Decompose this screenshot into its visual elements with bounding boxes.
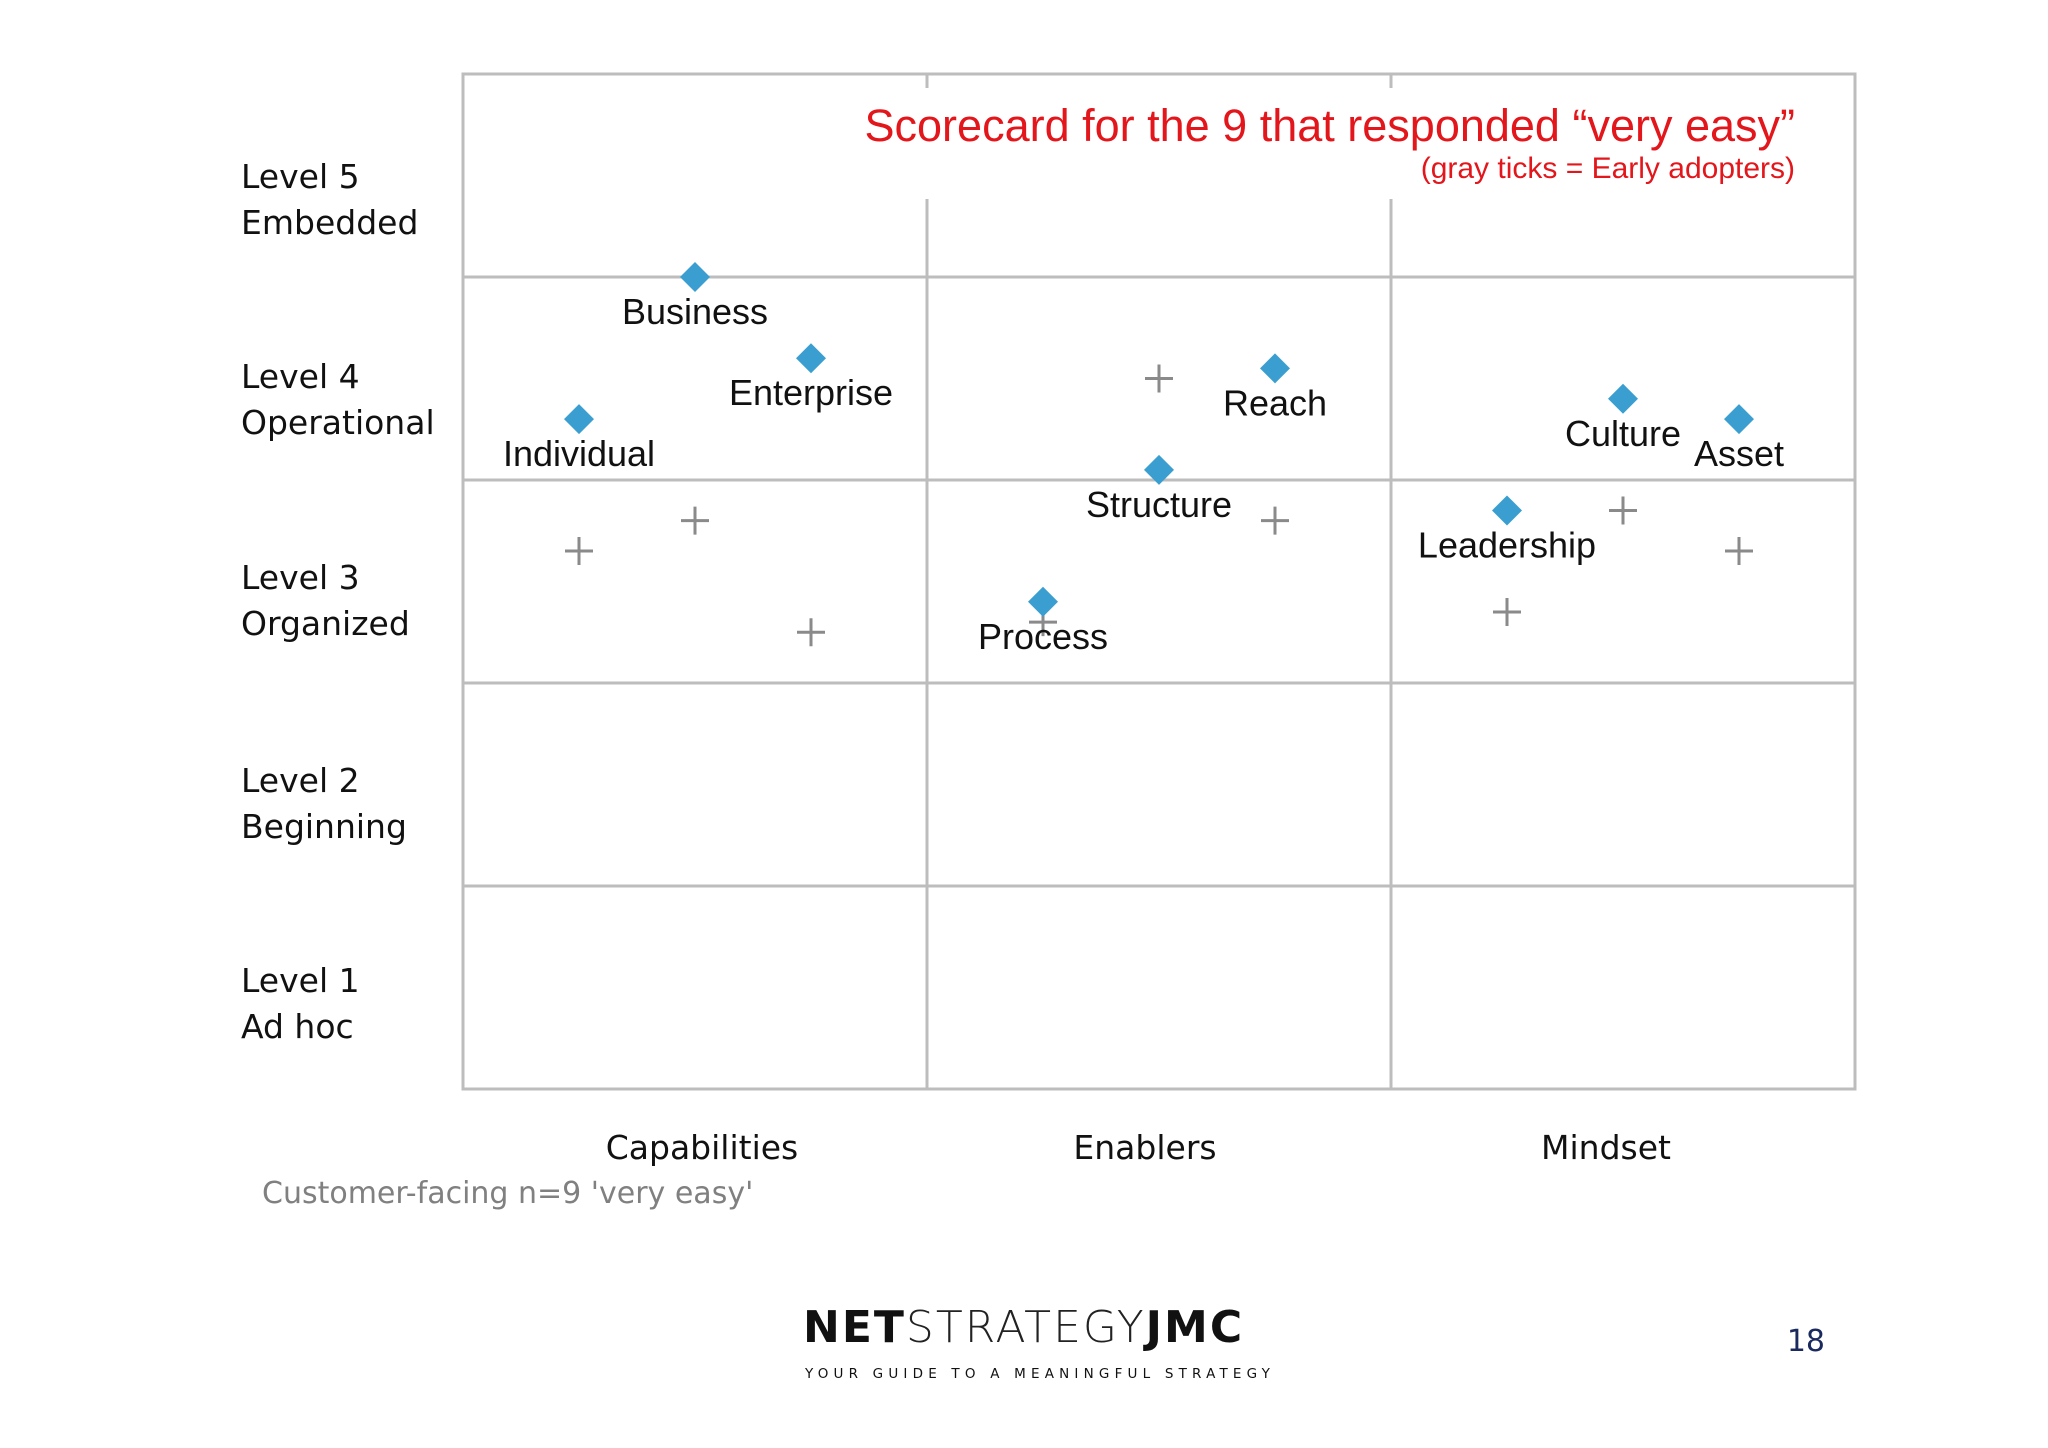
logo-tagline: YOUR GUIDE TO A MEANINGFUL STRATEGY bbox=[805, 1366, 1276, 1382]
scorecard-point bbox=[1144, 454, 1174, 485]
level-5-number: Level 5 bbox=[241, 157, 360, 196]
plot-frame bbox=[461, 72, 1857, 1091]
early-adopter-tick bbox=[681, 506, 709, 535]
category-label-enablers: Enablers bbox=[1073, 1128, 1217, 1167]
logo-part-jmc: JMC bbox=[1145, 1302, 1245, 1353]
scorecard-point-label: Enterprise bbox=[729, 372, 893, 413]
scorecard-point-label: Structure bbox=[1086, 484, 1232, 525]
logo-part-strategy: STRATEGY bbox=[905, 1302, 1146, 1353]
early-adopter-tick bbox=[1609, 496, 1637, 525]
early-adopter-tick bbox=[565, 537, 593, 566]
level-4-number: Level 4 bbox=[241, 357, 360, 396]
scorecard-point-label: Culture bbox=[1565, 413, 1681, 454]
level-3-name: Organized bbox=[241, 604, 410, 643]
level-5-label: Level 5 Embedded bbox=[241, 154, 418, 246]
scorecard-point-label: Process bbox=[978, 616, 1108, 657]
level-2-label: Level 2 Beginning bbox=[241, 758, 407, 850]
scorecard-point-label: Business bbox=[622, 291, 768, 332]
scorecard-point bbox=[1260, 353, 1290, 384]
level-4-label: Level 4 Operational bbox=[241, 354, 435, 446]
logo-part-net: NET bbox=[803, 1302, 906, 1353]
scorecard-point bbox=[796, 343, 826, 374]
scorecard-point-label: Reach bbox=[1223, 382, 1327, 423]
sample-footnote: Customer-facing n=9 'very easy' bbox=[262, 1176, 754, 1211]
level-5-name: Embedded bbox=[241, 203, 419, 242]
scorecard-point bbox=[680, 262, 710, 292]
scorecard-point-label: Leadership bbox=[1418, 524, 1596, 565]
scorecard-point-label: Asset bbox=[1694, 433, 1784, 474]
level-1-label: Level 1 Ad hoc bbox=[241, 958, 360, 1050]
scorecard-point-label: Individual bbox=[503, 433, 655, 474]
level-3-label: Level 3 Organized bbox=[241, 555, 410, 647]
early-adopter-tick bbox=[797, 618, 825, 647]
company-logo: NETSTRATEGYJMC bbox=[803, 1302, 1244, 1353]
page-number: 18 bbox=[1786, 1324, 1825, 1359]
level-2-number: Level 2 bbox=[241, 761, 360, 800]
scorecard-point bbox=[1028, 586, 1058, 617]
scorecard-point bbox=[564, 404, 594, 435]
early-adopter-tick bbox=[1493, 597, 1521, 626]
level-4-name: Operational bbox=[241, 403, 435, 442]
chart-subtitle: (gray ticks = Early adopters) bbox=[1420, 152, 1795, 185]
early-adopter-tick bbox=[1261, 506, 1289, 535]
level-2-name: Beginning bbox=[241, 807, 407, 846]
level-3-number: Level 3 bbox=[241, 558, 360, 597]
scorecard-point bbox=[1608, 383, 1638, 414]
early-adopter-tick bbox=[1725, 537, 1753, 566]
scorecard-point bbox=[1724, 404, 1754, 435]
category-label-mindset: Mindset bbox=[1541, 1128, 1671, 1167]
early-adopter-tick bbox=[1145, 364, 1173, 393]
level-1-number: Level 1 bbox=[241, 961, 360, 1000]
chart-title: Scorecard for the 9 that responded “very… bbox=[864, 100, 1795, 151]
scorecard-point bbox=[1492, 495, 1522, 526]
level-1-name: Ad hoc bbox=[241, 1007, 354, 1046]
category-label-capabilities: Capabilities bbox=[605, 1128, 799, 1167]
